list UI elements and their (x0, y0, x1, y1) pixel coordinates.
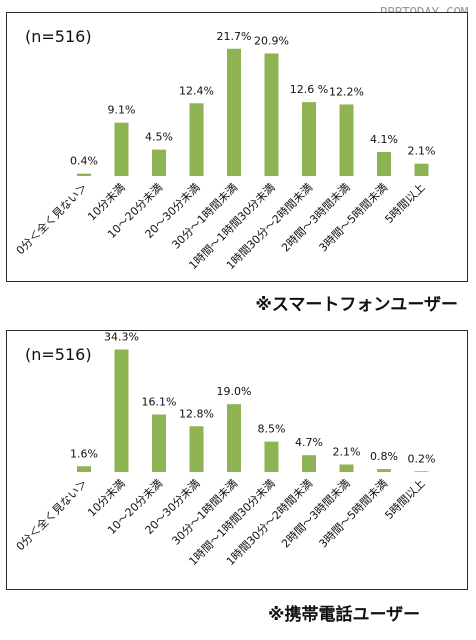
bar-2 (152, 149, 166, 176)
data-label-3: 12.8% (179, 407, 214, 420)
category-label-7: 2時間～3時間未満 (279, 181, 353, 255)
data-label-6: 4.7% (295, 436, 323, 449)
bar-6 (302, 102, 316, 176)
category-label-9: 5時間以上 (382, 181, 427, 226)
bar-5 (264, 53, 279, 177)
bar-5 (264, 441, 279, 472)
bar-8 (377, 469, 391, 472)
sample-size-label: (n=516) (25, 27, 92, 46)
bar-4 (227, 48, 241, 176)
bar-2 (152, 414, 166, 472)
data-label-6: 12.6 % (290, 83, 328, 96)
bar-1 (114, 122, 129, 176)
bar-3 (189, 426, 204, 472)
data-label-2: 4.5% (145, 131, 173, 144)
category-label-8: 3時間～5時間未満 (317, 181, 391, 255)
category-label-4: 30分～1時間未満 (169, 477, 240, 548)
data-label-4: 19.0% (217, 385, 252, 398)
data-label-8: 0.8% (370, 450, 398, 463)
data-label-0: 1.6% (70, 447, 98, 460)
data-label-7: 12.2% (329, 85, 364, 98)
data-label-0: 0.4% (70, 155, 98, 168)
data-label-4: 21.7% (217, 30, 252, 43)
data-label-3: 12.4% (179, 84, 214, 97)
category-label-8: 3時間～5時間未満 (317, 477, 391, 551)
data-label-7: 2.1% (333, 446, 361, 459)
data-label-9: 2.1% (408, 145, 436, 158)
data-label-8: 4.1% (370, 133, 398, 146)
category-label-0: 0分＜全く見ない＞ (13, 180, 90, 257)
data-label-9: 0.2% (408, 452, 436, 465)
bar-0 (77, 466, 91, 472)
bar-7 (339, 104, 354, 176)
chart-caption-smartphone: ※スマートフォンユーザー (255, 295, 458, 315)
chart-panel-smartphone: (n=516) 0.4% 0分＜全く見ない＞ 9.1% 10分未満 4.5% 10～20分… (6, 12, 468, 282)
data-label-5: 8.5% (258, 423, 286, 436)
category-label-0: 0分＜全く見ない＞ (13, 476, 90, 553)
data-label-2: 16.1% (142, 396, 177, 409)
bar-9 (414, 471, 429, 472)
bar-6 (302, 455, 316, 472)
category-label-4: 30分～1時間未満 (169, 181, 240, 252)
bar-4 (227, 404, 241, 472)
bar-1 (114, 349, 129, 472)
bar-7 (339, 464, 354, 472)
chart-caption-mobile-phone: ※携帯電話ユーザー (268, 605, 421, 625)
bar-0 (77, 173, 91, 176)
bar-9 (414, 163, 429, 176)
sample-size-label: (n=516) (25, 345, 92, 364)
category-label-7: 2時間～3時間未満 (279, 477, 353, 551)
bar-chart-mobile-phone: 1.6%0分＜全く見ない＞34.3%10分未満16.1%10～20分未満12.8… (13, 331, 436, 568)
data-label-1: 34.3% (104, 331, 139, 344)
data-label-5: 20.9% (254, 34, 289, 47)
bar-3 (189, 103, 204, 176)
data-label-1: 9.1% (108, 104, 136, 117)
chart-panel-mobile-phone: (n=516) 1.6% 0分＜全く見ない＞ 34.3% 10分未満 16.1% 10～2… (6, 330, 468, 590)
bar-8 (377, 151, 391, 176)
bar-chart-smartphone: 0.4%0分＜全く見ない＞9.1%10分未満4.5%10～20分未満12.4%2… (13, 30, 436, 272)
category-label-9: 5時間以上 (382, 477, 427, 522)
